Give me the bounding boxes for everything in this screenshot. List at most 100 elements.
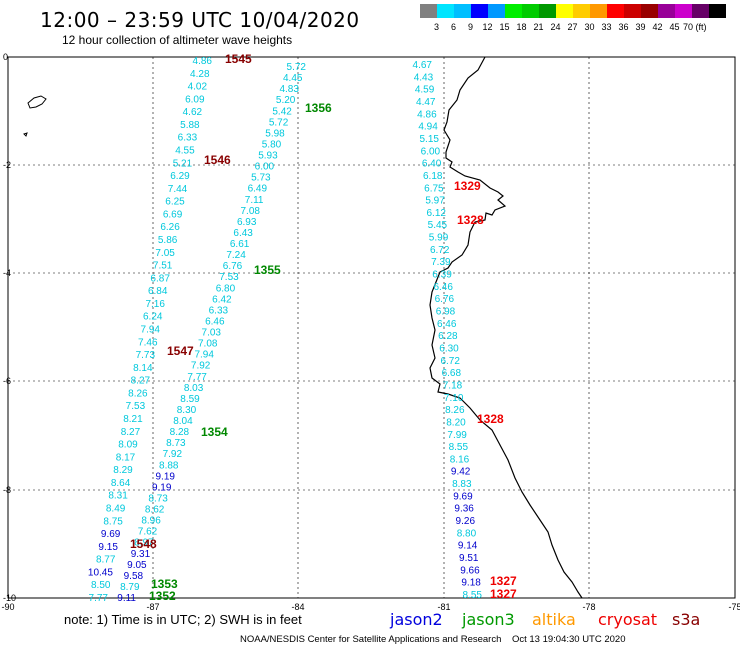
scale-label: 27 [567,22,578,32]
wave-height-value: 8.96 [141,516,161,527]
wave-height-value: 6.25 [165,197,185,208]
wave-height-value: 4.94 [418,122,438,133]
wave-height-value: 6.93 [237,217,257,228]
wave-height-value: 4.43 [414,72,434,83]
wave-height-value: 4.83 [279,84,299,95]
pass-number-label: 1355 [254,263,281,277]
wave-height-value: 5.86 [158,235,178,246]
scale-label: 39 [635,22,646,32]
scale-label: 9 [467,22,473,32]
wave-height-value: 7.53 [219,272,239,283]
scale-swatch [488,4,505,18]
wave-height-value: 4.45 [283,73,303,84]
scale-swatch [573,4,590,18]
wave-height-value: 7.94 [141,325,161,336]
wave-height-value: 6.72 [430,245,450,256]
footer-timestamp: Oct 13 19:04:30 UTC 2020 [511,634,626,645]
wave-height-value: 8.77 [96,555,116,566]
wave-height-value: 7.92 [163,449,183,460]
lat-tick-label: 0 [3,52,8,62]
wave-height-value: 6.00 [421,146,441,157]
pass-number-label: 1356 [305,101,332,115]
wave-height-value: 8.26 [128,388,148,399]
pass-number-label: 1328 [477,412,504,426]
legend-item-cryosat: cryosat [598,610,658,629]
wave-height-value: 6.46 [437,319,457,330]
island-outline [23,132,28,137]
wave-height-value: 7.18 [443,380,463,391]
wave-height-value: 9.26 [456,516,476,527]
wave-height-value: 8.26 [445,405,465,416]
scale-label: 36 [618,22,629,32]
wave-height-value: 6.33 [178,133,198,144]
wave-height-value: 6.09 [185,94,205,105]
track-c: 4.674.43 4.594.474.86 4.945.156.00 6.406.18… [413,60,483,601]
scale-label: 42 [652,22,663,32]
lat-tick-label: -2 [3,160,11,170]
scale-label: 45 [669,22,680,32]
pass-number-label: 1328 [457,213,484,227]
wave-height-value: 7.73 [136,350,156,361]
wave-height-value: 6.24 [143,312,163,323]
wave-height-value: 4.02 [188,82,208,93]
scale-label: 6 [450,22,456,32]
wave-height-value: 7.53 [126,401,146,412]
wave-height-value: 7.99 [447,430,467,441]
pass-number-label: 1354 [201,425,228,439]
wave-height-value: 6.49 [248,184,268,195]
scale-label: 18 [516,22,527,32]
scale-swatch [420,4,437,18]
wave-height-value: 8.49 [106,504,126,515]
wave-height-value: 9.18 [461,578,481,589]
wave-height-value: 9.58 [124,571,144,582]
wave-height-value: 6.46 [433,282,453,293]
wave-height-value: 4.47 [416,97,436,108]
lon-tick-label: -90 [1,602,14,612]
scale-label: 24 [550,22,561,32]
pass-number-label: 1353 [151,577,178,591]
lon-tick-label: -84 [291,602,304,612]
color-scale-bar [420,4,726,18]
wave-height-value: 8.04 [173,416,193,427]
wave-height-value: 6.30 [439,343,459,354]
pass-number-label: 1352 [149,589,176,603]
wave-height-value: 6.42 [212,294,232,305]
island-outline [27,95,47,109]
scale-swatch [692,4,709,18]
lat-tick-label: -8 [3,485,11,495]
legend-item-jason2: jason2 [390,610,443,629]
wave-height-value: 6.80 [216,283,236,294]
lat-tick-label: -6 [3,376,11,386]
wave-height-value: 9.51 [459,553,479,564]
wave-height-value: 4.28 [190,69,210,80]
wave-height-value: 6.40 [422,159,442,170]
wave-height-value: 8.20 [446,417,466,428]
wave-height-value: 8.88 [159,460,179,471]
scale-swatch [641,4,658,18]
wave-height-value: 9.69 [453,491,473,502]
wave-height-value: 8.55 [463,590,483,601]
wave-height-value: 4.67 [413,60,433,71]
scale-swatch [539,4,556,18]
wave-height-value: 7.44 [168,184,188,195]
wave-height-value: 9.15 [98,542,118,553]
wave-height-value: 4.86 [193,56,213,67]
wave-height-value: 8.30 [177,405,197,416]
wave-height-value: 5.88 [180,120,200,131]
wave-height-value: 9.66 [460,565,480,576]
scale-label: 3 [433,22,439,32]
scale-swatch [607,4,624,18]
wave-height-value: 10.45 [88,567,113,578]
map-title: 12:00 – 23:59 UTC 10/04/2020 [40,8,360,32]
pass-number-label: 1327 [490,587,517,601]
wave-height-value: 9.05 [127,560,147,571]
wave-height-value: 8.62 [145,505,165,516]
wave-height-value: 9.69 [101,529,121,540]
wave-height-value: 5.97 [425,196,445,207]
scale-label: 15 [499,22,510,32]
wave-height-value: 9.36 [454,504,474,515]
wave-height-value: 9.14 [458,541,478,552]
wave-height-value: 6.39 [432,270,452,281]
wave-height-value: 8.03 [184,383,204,394]
wave-height-value: 8.21 [123,414,143,425]
